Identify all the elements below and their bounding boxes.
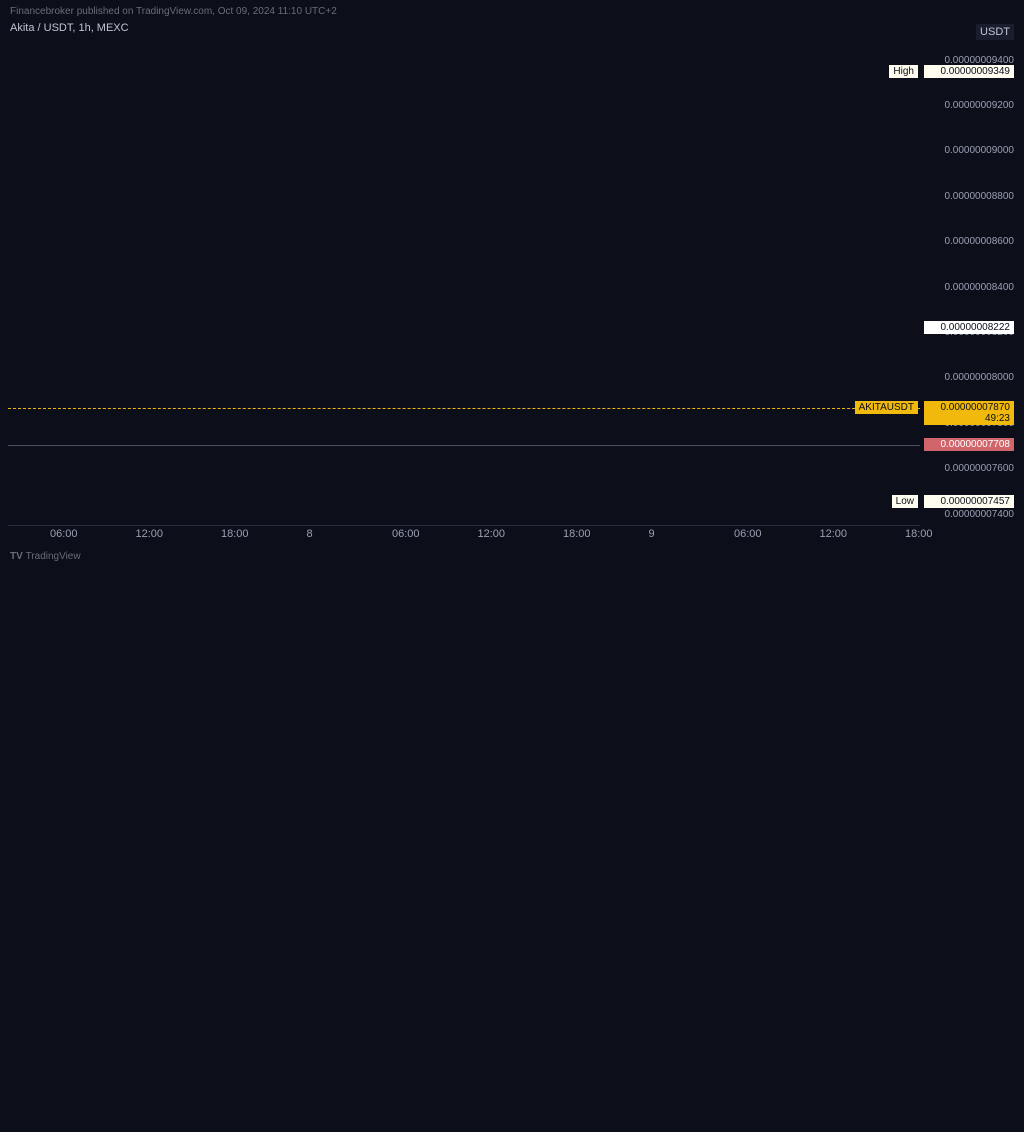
reference-line (8, 445, 920, 446)
reference-line (8, 408, 920, 409)
x-tick-label: 06:00 (50, 528, 78, 540)
x-tick-label: 12:00 (820, 528, 848, 540)
price-side-label: High (889, 65, 918, 78)
publish-header: Financebroker published on TradingView.c… (10, 6, 337, 17)
time-axis[interactable]: 06:00 12:00 18:00 8 06:00 12:00 18:00 9 06:00 12:… (8, 526, 920, 544)
price-tag: 0.00000007457 (924, 495, 1014, 508)
y-tick-label: 0.00000009000 (924, 145, 1014, 156)
price-tag: 49:23 (924, 412, 1014, 425)
price-tag: 0.00000007708 (924, 438, 1014, 451)
candlestick-chart[interactable] (8, 38, 920, 526)
price-side-label: AKITAUSDT (855, 401, 918, 414)
y-tick-label: 0.00000009400 (924, 55, 1014, 66)
symbol-label: Akita / USDT, 1h, MEXC (10, 22, 129, 34)
y-tick-label: 0.00000007400 (924, 509, 1014, 520)
x-tick-label: 06:00 (734, 528, 762, 540)
price-tag: 0.00000009349 (924, 65, 1014, 78)
x-tick-label: 18:00 (563, 528, 591, 540)
y-tick-label: 0.00000009200 (924, 100, 1014, 111)
x-tick-label: 12:00 (136, 528, 164, 540)
y-tick-label: 0.00000008600 (924, 236, 1014, 247)
price-side-label: Low (892, 495, 918, 508)
tradingview-watermark: TV TradingView (10, 551, 81, 562)
x-tick-label: 18:00 (221, 528, 249, 540)
y-tick-label: 0.00000008000 (924, 372, 1014, 383)
y-tick-label: 0.00000007600 (924, 463, 1014, 474)
ma-line (8, 38, 920, 526)
x-tick-label: 18:00 (905, 528, 933, 540)
price-unit-label: USDT (976, 24, 1014, 40)
x-tick-label: 12:00 (478, 528, 506, 540)
y-tick-label: 0.00000008400 (924, 282, 1014, 293)
x-tick-label: 9 (649, 528, 655, 540)
x-tick-label: 8 (307, 528, 313, 540)
x-tick-label: 06:00 (392, 528, 420, 540)
price-axis[interactable]: USDT 0.00000009400 0.00000009200 0.0000000… (922, 24, 1018, 526)
price-tag: 0.00000008222 (924, 321, 1014, 334)
y-tick-label: 0.00000008800 (924, 191, 1014, 202)
